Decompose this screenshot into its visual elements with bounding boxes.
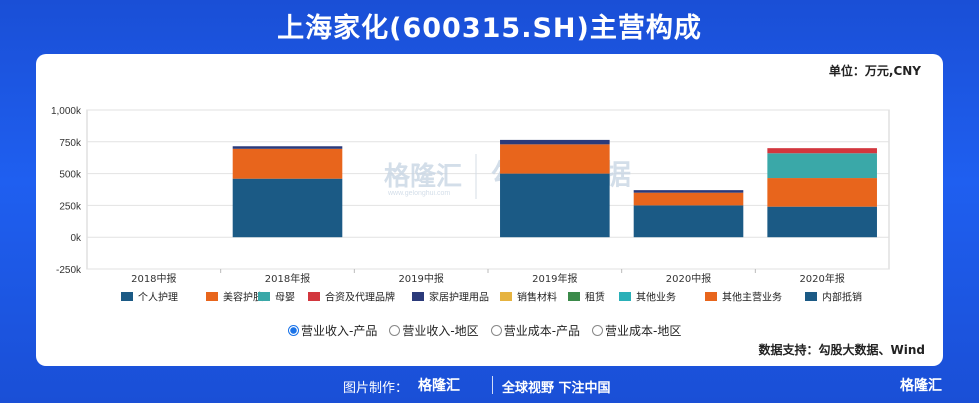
y-tick-label: 750k bbox=[59, 138, 82, 149]
radio-circle-icon[interactable] bbox=[389, 325, 401, 336]
radio-option[interactable]: 营业收入-产品 bbox=[288, 322, 377, 339]
bar-segment bbox=[232, 148, 343, 179]
radio-circle-icon[interactable] bbox=[288, 325, 299, 336]
plot-area bbox=[86, 109, 890, 270]
legend-swatch bbox=[206, 292, 218, 301]
bar-segment bbox=[500, 139, 610, 145]
radio-label: 营业收入-地区 bbox=[402, 324, 479, 338]
legend-item: 其他主营业务 bbox=[722, 291, 782, 304]
page-title: 上海家化(600315.SH)主营构成 bbox=[277, 13, 702, 44]
legend-swatch bbox=[805, 292, 817, 301]
x-tick-label: 2018中报 bbox=[131, 272, 176, 285]
footer-slogan: 全球视野 下注中国 bbox=[502, 381, 611, 396]
legend-swatch bbox=[308, 292, 320, 301]
legend-item: 家居护理用品 bbox=[429, 291, 489, 304]
legend-item: 母婴 bbox=[275, 292, 295, 304]
y-tick-label: 0k bbox=[70, 233, 82, 244]
bar-segment bbox=[767, 206, 877, 238]
radio-option[interactable]: 营业成本-产品 bbox=[490, 322, 581, 339]
y-tick-label: 250k bbox=[59, 201, 82, 212]
radio-option[interactable]: 营业成本-地区 bbox=[592, 322, 681, 339]
footer-made-by: 图片制作： bbox=[343, 381, 409, 396]
legend-item: 个人护理 bbox=[138, 291, 178, 304]
y-tick-label: -250k bbox=[56, 265, 82, 276]
radio-circle-icon[interactable] bbox=[490, 325, 502, 336]
footer-brand-logo-right: 格隆汇 bbox=[900, 378, 942, 394]
y-tick-label: 1,000k bbox=[51, 106, 82, 117]
bar-segment bbox=[767, 153, 877, 179]
y-tick-label: 500k bbox=[59, 170, 82, 181]
legend-swatch bbox=[619, 292, 631, 301]
stacked-bar-chart: 1,000k 750k 500k 250k 0k -250k 2018中报 2018年报 201… bbox=[51, 106, 890, 304]
radio-option[interactable]: 营业收入-地区 bbox=[389, 322, 479, 339]
source-label: 数据支持：勾股大数据、Wind bbox=[758, 343, 925, 357]
bar-segment bbox=[633, 205, 744, 238]
legend-swatch bbox=[121, 292, 133, 301]
x-tick-label: 2018年报 bbox=[265, 272, 310, 285]
legend-swatch bbox=[705, 292, 717, 301]
chart-card: 单位：万元,CNY 1,000k 750k 500k 250k 0k -250k 2018中… bbox=[36, 54, 943, 366]
bar-segment bbox=[633, 192, 744, 206]
bar-segment bbox=[232, 178, 343, 238]
bar-segment bbox=[232, 146, 343, 149]
bar-segment bbox=[767, 178, 877, 207]
bar-segment bbox=[633, 190, 744, 193]
legend-swatch bbox=[500, 292, 512, 301]
legend-item: 其他业务 bbox=[636, 291, 676, 304]
radio-label: 营业成本-产品 bbox=[503, 324, 581, 338]
legend-swatch bbox=[412, 292, 424, 301]
unit-label: 单位：万元,CNY bbox=[828, 64, 921, 78]
watermark-brand: 格隆汇 bbox=[384, 161, 462, 192]
watermark-site: www.gelonghui.com bbox=[387, 190, 450, 197]
bar-segment bbox=[767, 148, 877, 154]
x-tick-label: 2019中报 bbox=[398, 272, 443, 285]
legend-item: 销售材料 bbox=[517, 291, 557, 304]
legend-item: 美容护肤 bbox=[223, 291, 263, 304]
radio-label: 营业收入-产品 bbox=[301, 324, 378, 338]
legend-item: 内部抵销 bbox=[822, 291, 862, 304]
footer: 图片制作： 格隆汇 全球视野 下注中国 格隆汇 bbox=[0, 374, 979, 396]
legend-swatch bbox=[258, 292, 270, 301]
legend-item: 合资及代理品牌 bbox=[325, 291, 395, 304]
x-tick-label: 2019年报 bbox=[532, 272, 577, 285]
radio-label: 营业成本-地区 bbox=[605, 324, 682, 338]
footer-brand-logo: 格隆汇 bbox=[418, 378, 460, 394]
bar-segment bbox=[500, 144, 610, 174]
radio-circle-icon[interactable] bbox=[592, 325, 604, 336]
x-tick-label: 2020中报 bbox=[666, 272, 711, 285]
bar-segment bbox=[500, 173, 610, 238]
radio-group[interactable]: 营业收入-产品 营业收入-地区 营业成本-产品 营业成本-地区 bbox=[288, 322, 693, 339]
x-tick-label: 2020年报 bbox=[799, 272, 844, 285]
legend-item: 租赁 bbox=[585, 291, 605, 304]
footer-divider bbox=[492, 376, 493, 394]
legend-swatch bbox=[568, 292, 580, 301]
